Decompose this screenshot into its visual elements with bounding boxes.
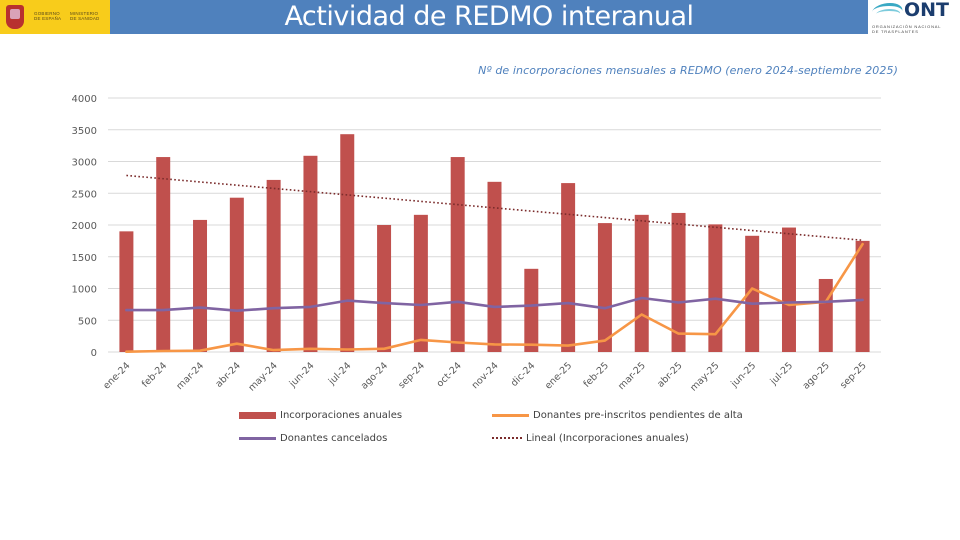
x-tick-label: mar-24	[174, 360, 206, 392]
bar-incorporaciones	[303, 155, 318, 352]
bar-incorporaciones	[450, 157, 465, 352]
legend-swatch-trendline	[492, 437, 522, 439]
x-tick-label: dic-24	[509, 360, 538, 389]
x-tick-label: sep-25	[838, 360, 869, 391]
x-tick-label: sep-24	[396, 360, 427, 391]
x-tick-label: ago-24	[359, 360, 390, 391]
x-tick-label: oct-24	[435, 360, 464, 389]
bar-incorporaciones	[634, 214, 649, 352]
x-tick-label: nov-24	[470, 360, 501, 391]
legend-label: Donantes cancelados	[280, 432, 388, 444]
x-tick-label: jul-24	[326, 360, 353, 387]
x-tick-label: may-25	[688, 360, 721, 393]
y-tick-label: 500	[78, 316, 97, 327]
ont-logo: ONT ORGANIZACIÓN NACIONAL DE TRASPLANTES	[868, 0, 960, 38]
x-tick-label: jun-25	[728, 360, 758, 390]
y-tick-label: 2500	[72, 189, 97, 200]
bar-incorporaciones	[229, 197, 244, 352]
slide-header: GOBIERNO DE ESPAÑA MINISTERIO DE SANIDAD A…	[0, 0, 960, 38]
bar-incorporaciones	[781, 227, 796, 352]
x-tick-label: ene-25	[543, 360, 574, 391]
bar-incorporaciones	[855, 240, 870, 352]
legend-item-pre-inscritos: Donantes pre-inscritos pendientes de alt…	[492, 408, 743, 422]
x-tick-label: mar-25	[616, 360, 648, 392]
x-tick-label: ene-24	[101, 360, 132, 391]
x-tick-label: abr-24	[213, 360, 242, 389]
legend-item-incorporaciones: Incorporaciones anuales	[239, 408, 402, 422]
bar-incorporaciones	[561, 183, 576, 352]
legend-swatch-bar	[239, 411, 276, 419]
x-tick-label: jul-25	[768, 360, 795, 387]
bar-series	[119, 134, 870, 352]
legend-swatch-purple-line	[239, 436, 276, 440]
bar-incorporaciones	[156, 157, 171, 352]
bar-incorporaciones	[745, 235, 760, 352]
legend-item-lineal: Lineal (Incorporaciones anuales)	[488, 431, 689, 445]
y-axis-ticks: 0 500 1000 1500 2000 2500 3000 3500 4000	[72, 94, 97, 359]
x-axis-ticks: ene-24 feb-24 mar-24 abr-24 may-24 jun-24 jul-…	[101, 360, 868, 393]
x-tick-label: feb-25	[582, 360, 612, 390]
y-tick-label: 1000	[72, 285, 97, 296]
bar-incorporaciones	[413, 214, 428, 352]
bar-incorporaciones	[524, 268, 539, 352]
bar-incorporaciones	[266, 179, 281, 352]
legend-label: Lineal (Incorporaciones anuales)	[526, 432, 689, 444]
chart-title: Nº de incorporaciones mensuales a REDMO …	[478, 64, 898, 77]
bar-incorporaciones	[708, 224, 723, 352]
legend-item-cancelados: Donantes cancelados	[239, 431, 387, 445]
bar-incorporaciones	[597, 223, 612, 352]
y-tick-label: 0	[91, 348, 97, 359]
bar-incorporaciones	[119, 231, 134, 352]
bar-incorporaciones	[340, 134, 355, 352]
title-bar: Actividad de REDMO interanual	[110, 0, 868, 34]
y-tick-label: 3500	[72, 126, 97, 137]
coat-of-arms-icon	[6, 5, 24, 29]
legend-label: Donantes pre-inscritos pendientes de alt…	[533, 409, 743, 421]
page-title: Actividad de REDMO interanual	[284, 1, 694, 32]
x-tick-label: abr-25	[655, 360, 684, 389]
trendline	[126, 174, 863, 242]
line-series	[125, 174, 864, 354]
legend-label: Incorporaciones anuales	[280, 409, 403, 421]
x-tick-label: jun-24	[287, 360, 317, 390]
ministry-logo-text: MINISTERIO DE SANIDAD	[70, 11, 100, 21]
bar-incorporaciones	[193, 219, 208, 352]
gov-logo-text: GOBIERNO DE ESPAÑA	[34, 11, 62, 21]
y-tick-label: 1500	[72, 253, 97, 264]
y-tick-label: 4000	[72, 94, 97, 105]
y-tick-label: 2000	[72, 221, 97, 232]
bar-incorporaciones	[818, 278, 833, 352]
gobierno-espana-logo: GOBIERNO DE ESPAÑA MINISTERIO DE SANIDAD	[0, 0, 110, 34]
bar-incorporaciones	[377, 225, 392, 352]
legend-swatch-orange-line	[492, 413, 529, 417]
chart-legend: Incorporaciones anuales Donantes pre-ins…	[239, 408, 759, 448]
bar-incorporaciones	[671, 212, 686, 352]
y-tick-label: 3000	[72, 158, 97, 169]
x-tick-label: may-24	[246, 360, 279, 393]
ont-logo-text: ONT	[904, 0, 950, 21]
x-tick-label: feb-24	[140, 360, 170, 390]
bar-incorporaciones	[487, 181, 502, 352]
x-tick-label: ago-25	[801, 360, 832, 391]
ont-logo-subtitle: ORGANIZACIÓN NACIONAL DE TRASPLANTES	[872, 24, 942, 34]
